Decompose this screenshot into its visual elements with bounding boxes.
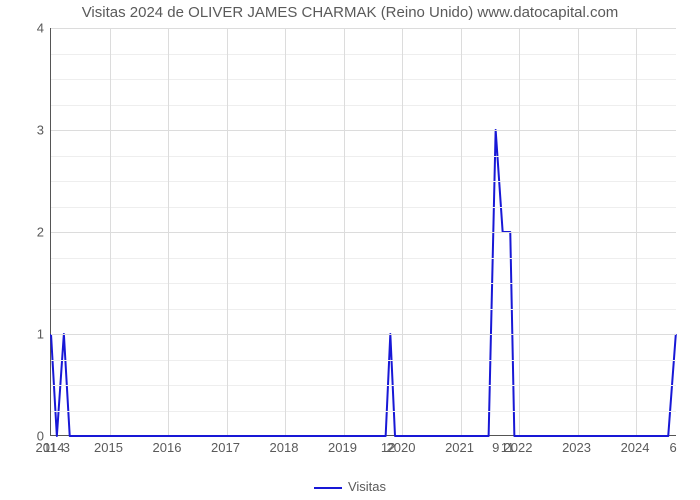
x-tick-label: 2017 — [211, 440, 240, 455]
grid-h-minor — [51, 283, 676, 284]
x-tick-label: 2015 — [94, 440, 123, 455]
plot-area — [50, 28, 676, 436]
grid-h-minor — [51, 54, 676, 55]
grid-v — [402, 28, 403, 435]
y-tick-label: 1 — [14, 327, 44, 342]
value-label: 6 — [669, 440, 676, 455]
legend-label: Visitas — [348, 479, 386, 494]
grid-v — [285, 28, 286, 435]
legend-swatch — [314, 487, 342, 489]
grid-h — [51, 130, 676, 131]
y-tick-label: 4 — [14, 21, 44, 36]
x-tick-label: 2018 — [270, 440, 299, 455]
x-tick-label: 2019 — [328, 440, 357, 455]
grid-v — [578, 28, 579, 435]
grid-v — [519, 28, 520, 435]
legend: Visitas — [0, 479, 700, 494]
value-label: 11 — [43, 440, 57, 455]
grid-h-minor — [51, 258, 676, 259]
grid-h — [51, 232, 676, 233]
y-tick-label: 2 — [14, 225, 44, 240]
grid-v — [636, 28, 637, 435]
x-tick-label: 2023 — [562, 440, 591, 455]
grid-v — [110, 28, 111, 435]
grid-h-minor — [51, 156, 676, 157]
chart-title: Visitas 2024 de OLIVER JAMES CHARMAK (Re… — [0, 4, 700, 21]
grid-h-minor — [51, 207, 676, 208]
grid-h — [51, 334, 676, 335]
value-label: 11 — [501, 440, 515, 455]
y-tick-label: 3 — [14, 123, 44, 138]
x-tick-label: 2016 — [153, 440, 182, 455]
grid-v — [168, 28, 169, 435]
grid-v — [227, 28, 228, 435]
grid-h-minor — [51, 105, 676, 106]
grid-h-minor — [51, 79, 676, 80]
grid-v — [461, 28, 462, 435]
value-label: 12 — [381, 440, 395, 455]
value-label: 9 — [492, 440, 499, 455]
grid-h-minor — [51, 360, 676, 361]
x-tick-label: 2021 — [445, 440, 474, 455]
grid-v — [344, 28, 345, 435]
grid-h-minor — [51, 385, 676, 386]
x-tick-label: 2024 — [621, 440, 650, 455]
value-label: 3 — [63, 440, 70, 455]
grid-h — [51, 28, 676, 29]
grid-h-minor — [51, 181, 676, 182]
grid-h-minor — [51, 411, 676, 412]
grid-h-minor — [51, 309, 676, 310]
